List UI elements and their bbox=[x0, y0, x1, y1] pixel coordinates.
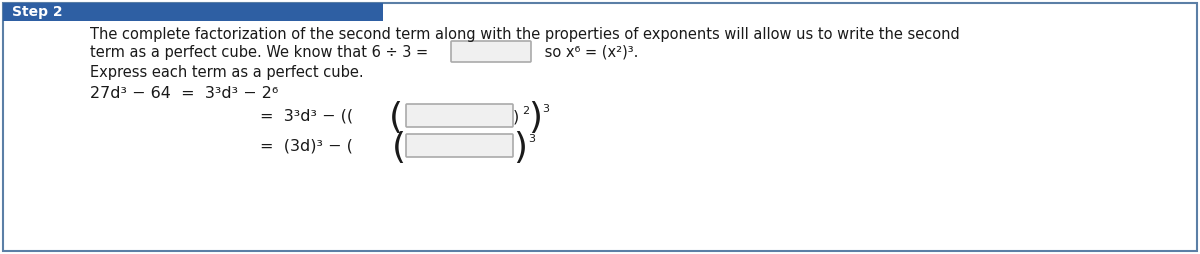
Text: =  (3d)³ − (: = (3d)³ − ( bbox=[260, 138, 353, 153]
Text: 27d³ − 64  =  3³d³ − 2⁶: 27d³ − 64 = 3³d³ − 2⁶ bbox=[90, 87, 278, 102]
Text: ): ) bbox=[528, 101, 542, 135]
Text: Step 2: Step 2 bbox=[12, 5, 62, 19]
Text: 3: 3 bbox=[542, 104, 550, 114]
Text: ): ) bbox=[514, 109, 520, 124]
FancyBboxPatch shape bbox=[406, 134, 514, 157]
Text: The complete factorization of the second term along with the properties of expon: The complete factorization of the second… bbox=[90, 26, 960, 41]
FancyBboxPatch shape bbox=[2, 3, 383, 21]
Text: (: ( bbox=[392, 131, 406, 165]
FancyBboxPatch shape bbox=[2, 3, 1198, 251]
FancyBboxPatch shape bbox=[451, 41, 530, 62]
Text: term as a perfect cube. We know that 6 ÷ 3 =: term as a perfect cube. We know that 6 ÷… bbox=[90, 44, 428, 59]
Text: 2: 2 bbox=[522, 106, 529, 116]
Text: (: ( bbox=[389, 101, 403, 135]
FancyBboxPatch shape bbox=[406, 104, 514, 127]
Text: ): ) bbox=[514, 131, 527, 165]
Text: 3: 3 bbox=[528, 134, 535, 144]
Text: Express each term as a perfect cube.: Express each term as a perfect cube. bbox=[90, 65, 364, 80]
Text: =  3³d³ − ((: = 3³d³ − (( bbox=[260, 108, 353, 123]
Text: so x⁶ = (x²)³.: so x⁶ = (x²)³. bbox=[540, 44, 638, 59]
